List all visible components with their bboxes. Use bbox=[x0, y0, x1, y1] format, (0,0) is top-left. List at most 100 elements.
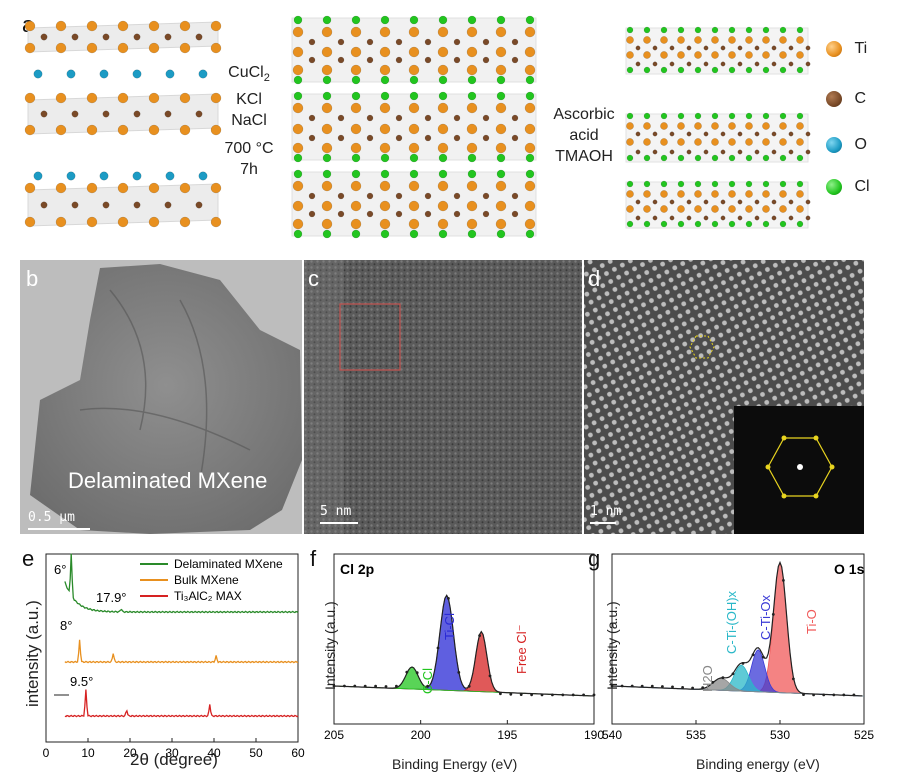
ti-atom bbox=[466, 200, 478, 212]
o-atom bbox=[66, 69, 76, 79]
c-atom bbox=[71, 33, 79, 41]
ti-atom bbox=[24, 20, 36, 32]
ti-atom bbox=[86, 42, 98, 54]
ti-atom bbox=[626, 190, 634, 198]
x-tick-label: 0 bbox=[43, 746, 50, 760]
ti-atom bbox=[148, 124, 160, 136]
data-point bbox=[332, 684, 336, 688]
c-atom bbox=[686, 215, 692, 221]
ti-atom bbox=[466, 142, 478, 154]
data-point bbox=[661, 685, 664, 688]
ti-atom bbox=[779, 190, 787, 198]
cl-atom bbox=[745, 26, 753, 34]
component-label: H2O bbox=[700, 665, 715, 692]
ti-atom bbox=[408, 123, 420, 135]
data-point bbox=[499, 692, 502, 696]
ti-atom bbox=[117, 216, 129, 228]
cl-atom bbox=[409, 15, 419, 25]
data-point bbox=[610, 684, 614, 688]
octahedra-layer bbox=[625, 113, 809, 163]
ti-atom bbox=[437, 123, 449, 135]
cl-atom bbox=[626, 180, 634, 188]
panel-g-label: g bbox=[588, 546, 601, 571]
xrd-series-line bbox=[64, 553, 299, 614]
c-atom bbox=[652, 149, 658, 155]
cl-atom bbox=[467, 15, 477, 25]
ti-atom bbox=[495, 123, 507, 135]
c-atom bbox=[308, 38, 316, 46]
ti-atom bbox=[350, 64, 362, 76]
data-point bbox=[436, 646, 440, 650]
cl-atom bbox=[525, 153, 535, 163]
peak-annotation: 8° bbox=[60, 618, 72, 633]
ti-atom bbox=[762, 138, 770, 146]
cl-atom bbox=[626, 112, 634, 120]
cl-atom bbox=[745, 66, 753, 74]
ti-atom bbox=[179, 216, 191, 228]
ti-atom bbox=[379, 64, 391, 76]
c-atom bbox=[703, 61, 709, 67]
cl-atom bbox=[677, 220, 685, 228]
c-atom bbox=[102, 201, 110, 209]
cl-atom bbox=[779, 112, 787, 120]
cl-atom bbox=[525, 229, 535, 239]
c-atom bbox=[805, 215, 811, 221]
cl-atom bbox=[380, 91, 390, 101]
ti-atom bbox=[292, 46, 304, 58]
ti-atom bbox=[55, 42, 67, 54]
ti-atom bbox=[779, 138, 787, 146]
c-atom bbox=[669, 45, 675, 51]
ti-atom bbox=[677, 190, 685, 198]
ti-atom bbox=[762, 205, 770, 213]
ti-atom bbox=[86, 92, 98, 104]
o-atom-icon bbox=[826, 137, 842, 153]
c-atom bbox=[511, 134, 519, 142]
x-tick-label: 60 bbox=[291, 746, 305, 760]
ti-atom bbox=[321, 218, 333, 230]
scale-bar bbox=[28, 528, 90, 530]
x-tick-label: 190 bbox=[584, 728, 604, 742]
x-tick-label: 540 bbox=[602, 728, 622, 742]
component-label: C-Cl bbox=[420, 668, 435, 694]
c-atom bbox=[754, 45, 760, 51]
cl-atom bbox=[351, 169, 361, 179]
cl-atom bbox=[496, 169, 506, 179]
ti-atom bbox=[437, 180, 449, 192]
ti-atom bbox=[524, 123, 536, 135]
cl-atom bbox=[711, 180, 719, 188]
ti-atom bbox=[745, 51, 753, 59]
c-atom bbox=[754, 61, 760, 67]
fit-envelope bbox=[333, 594, 595, 697]
c-atom bbox=[395, 192, 403, 200]
c-atom bbox=[482, 134, 490, 142]
o-atom bbox=[165, 69, 175, 79]
cl-atom bbox=[438, 229, 448, 239]
ti-atom bbox=[711, 205, 719, 213]
cl-atom bbox=[728, 26, 736, 34]
cl-atom bbox=[467, 169, 477, 179]
cl-atom bbox=[779, 154, 787, 162]
cl-atom bbox=[467, 91, 477, 101]
ti-atom bbox=[643, 36, 651, 44]
ti-atom bbox=[524, 200, 536, 212]
c-atom bbox=[133, 201, 141, 209]
c-atom bbox=[737, 149, 743, 155]
c-atom bbox=[366, 210, 374, 218]
ti-atom bbox=[626, 138, 634, 146]
ti-atom bbox=[292, 26, 304, 38]
ti-atom bbox=[711, 51, 719, 59]
c-atom bbox=[635, 149, 641, 155]
ti-atom bbox=[379, 142, 391, 154]
ti-atom bbox=[292, 102, 304, 114]
ti-atom bbox=[466, 46, 478, 58]
octahedra-layer bbox=[625, 27, 809, 75]
x-tick-label: 20 bbox=[123, 746, 137, 760]
cl-atom bbox=[745, 154, 753, 162]
data-point bbox=[582, 693, 585, 697]
ti-atom bbox=[437, 26, 449, 38]
cl-atom bbox=[525, 75, 535, 85]
ti-atom bbox=[210, 216, 222, 228]
x-axis-title: Binding Energy (eV) bbox=[392, 756, 518, 772]
data-point bbox=[812, 693, 815, 697]
cl-atom bbox=[728, 180, 736, 188]
